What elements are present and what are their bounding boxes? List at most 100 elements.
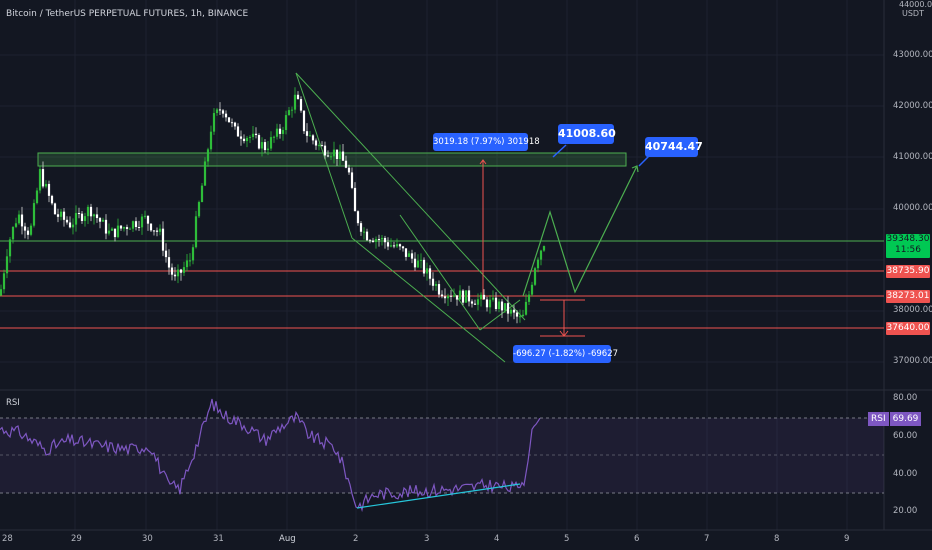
candle-body (233, 122, 237, 127)
candle-body (29, 225, 33, 235)
target2-callout[interactable]: 40744.47 (645, 137, 703, 157)
candle-body (329, 156, 333, 158)
candle-body (167, 257, 171, 268)
price-tick: 42000.00 (893, 101, 932, 111)
time-tick: 7 (704, 534, 710, 544)
rsi-tick: 40.00 (893, 469, 918, 479)
candle-body (503, 303, 507, 311)
candle-body (422, 259, 426, 274)
candle-body (38, 169, 42, 191)
candle-body (65, 219, 69, 223)
candle-body (464, 290, 468, 303)
candle-body (305, 131, 309, 136)
time-tick: 30 (142, 534, 153, 544)
candle-body (530, 284, 534, 295)
candle-body (443, 296, 447, 299)
candle-body (410, 253, 414, 259)
candle-body (383, 237, 387, 243)
candle-body (170, 267, 174, 275)
rsi-line (0, 398, 541, 513)
candle-body (17, 214, 21, 224)
price-tick: 40000.00 (893, 203, 932, 213)
price-tick: 37000.00 (893, 356, 932, 366)
candle-body (131, 221, 135, 229)
candle-body (125, 227, 129, 229)
candle-body (242, 138, 246, 142)
time-tick: 9 (844, 534, 850, 544)
time-tick: 2 (353, 534, 359, 544)
current-price-tag: 39348.30 11:56 (886, 234, 930, 258)
measure-down-tool (540, 299, 585, 337)
candle-body (308, 135, 312, 137)
candle-body (266, 148, 270, 151)
candle-body (188, 260, 192, 262)
candle-body (380, 237, 384, 240)
candle-body (200, 185, 204, 203)
candle-body (2, 273, 6, 290)
candle-body (179, 269, 183, 273)
candle-body (365, 231, 369, 241)
candle-body (440, 294, 444, 297)
candle-body (326, 155, 330, 157)
candle-body (209, 131, 213, 150)
candle-body (341, 151, 345, 161)
candle-body (416, 260, 420, 268)
time-tick: 8 (774, 534, 780, 544)
candle-body (218, 109, 222, 111)
measure-down-label[interactable]: -696.27 (-1.82%) -69627 (513, 345, 618, 363)
candle-body (434, 284, 438, 286)
candle-body (8, 239, 12, 257)
candle-body (320, 145, 324, 147)
candle-body (98, 218, 102, 222)
candle-body (134, 221, 138, 228)
candle-body (248, 136, 252, 138)
candle-body (194, 216, 198, 248)
candle-body (335, 149, 339, 160)
current-price: 39348.30 (886, 234, 930, 244)
rsi-tick: 80.00 (893, 393, 918, 403)
candle-body (368, 240, 372, 242)
candle-body (473, 303, 477, 305)
candle-body (32, 203, 36, 226)
candle-body (521, 314, 525, 317)
candle-body (458, 290, 462, 300)
candle-body (74, 213, 78, 225)
candle-body (497, 301, 501, 310)
time-tick: 3 (424, 534, 430, 544)
candle-body (104, 219, 108, 234)
candle-body (101, 219, 105, 222)
candle-body (116, 225, 120, 238)
candle-body (221, 110, 225, 114)
candle-body (278, 128, 282, 134)
descending-channel (295, 72, 526, 363)
candle-body (407, 253, 411, 257)
candle-body (128, 228, 132, 230)
chart-title: Bitcoin / TetherUS PERPETUAL FUTURES, 1h… (6, 9, 249, 19)
candle-body (41, 169, 45, 187)
candle-body (245, 137, 249, 142)
candle-body (275, 128, 279, 137)
candle-body (146, 215, 150, 224)
candle-body (518, 316, 522, 318)
candle-body (203, 161, 207, 186)
candle-body (455, 295, 459, 300)
candle-body (539, 250, 543, 260)
candle-body (392, 245, 396, 247)
candle-body (80, 213, 84, 221)
candle-body (251, 133, 255, 137)
candle-body (500, 301, 504, 311)
candle-body (44, 183, 48, 187)
candle-body (506, 303, 510, 314)
candle-body (206, 149, 210, 162)
candle-body (338, 151, 342, 160)
candle-body (47, 183, 51, 196)
candle-body (509, 309, 513, 314)
candle-body (371, 240, 375, 242)
candle-body (68, 222, 72, 228)
projection-arrowhead (631, 165, 639, 173)
target1-callout[interactable]: 41008.60 (558, 124, 616, 144)
candle-body (71, 224, 75, 228)
measure-up-label[interactable]: 3019.18 (7.97%) 301918 (433, 133, 540, 151)
price-tick: 41000.00 (893, 152, 932, 162)
